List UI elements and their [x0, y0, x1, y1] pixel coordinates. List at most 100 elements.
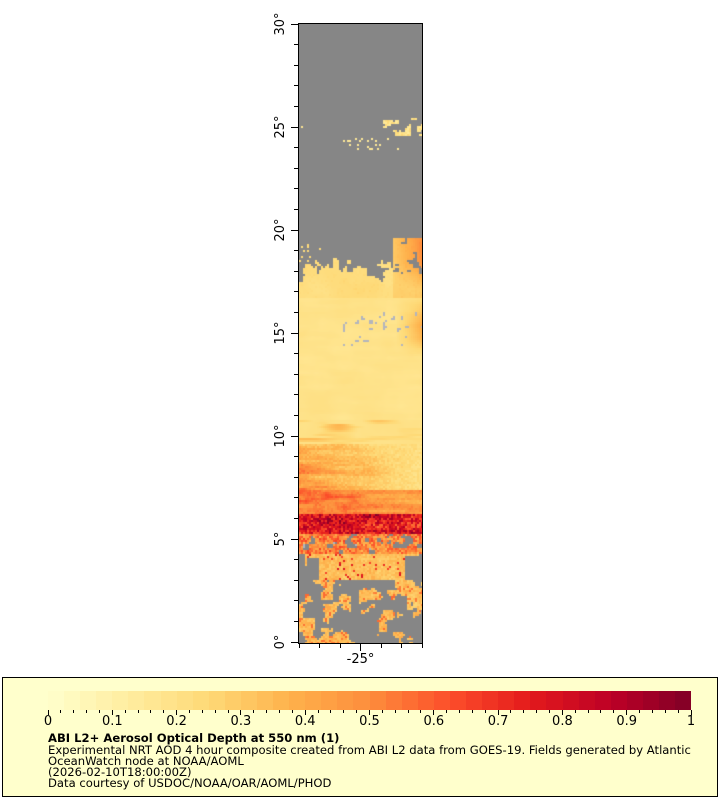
y-axis-major-tick: [291, 332, 298, 334]
y-axis-minor-tick: [294, 85, 298, 87]
colorbar-segment: [80, 691, 97, 710]
colorbar-segment: [417, 691, 434, 710]
colorbar-segment: [546, 691, 563, 710]
colorbar-minor-tick: [60, 710, 62, 713]
colorbar-segment: [466, 691, 483, 710]
colorbar-minor-tick: [523, 710, 525, 713]
colorbar-minor-tick: [664, 710, 666, 713]
colorbar-segment: [128, 691, 145, 710]
colorbar-segment: [449, 691, 467, 710]
colorbar-major-tick: [497, 710, 499, 715]
colorbar-minor-tick: [214, 710, 216, 713]
colorbar-segment: [353, 691, 370, 710]
colorbar-minor-tick: [574, 710, 576, 713]
colorbar-segment: [401, 691, 418, 710]
colorbar-minor-tick: [651, 710, 653, 713]
y-axis-minor-tick: [294, 394, 298, 396]
colorbar-segment: [594, 691, 611, 710]
colorbar-segment: [675, 691, 692, 710]
y-axis-tick-label: 5°: [273, 531, 288, 547]
x-axis-major-tick: [360, 644, 361, 651]
x-axis-minor-tick: [319, 644, 320, 648]
y-axis-tick-label: 30°: [273, 12, 288, 36]
colorbar-major-tick: [47, 710, 49, 715]
x-axis-minor-tick: [298, 644, 300, 648]
colorbar-minor-tick: [587, 710, 589, 713]
y-axis-minor-tick: [294, 600, 298, 602]
y-axis-minor-tick: [294, 476, 298, 478]
caption-line: Experimental NRT AOD 4 hour composite cr…: [48, 743, 691, 757]
colorbar-segment: [369, 691, 386, 710]
y-axis-major-tick: [291, 641, 298, 643]
colorbar-major-tick: [561, 710, 563, 715]
colorbar-segment: [257, 691, 274, 710]
colorbar-tick-label: 0.2: [166, 714, 187, 729]
colorbar-major-tick: [626, 710, 628, 715]
aod-raster-canvas: [299, 24, 422, 643]
y-axis-minor-tick: [294, 147, 298, 149]
colorbar-segment: [610, 691, 627, 710]
y-axis-minor-tick: [294, 456, 298, 458]
y-axis-minor-tick: [294, 270, 298, 272]
colorbar-tick-label: 0.8: [552, 714, 573, 729]
colorbar-segment: [208, 691, 225, 710]
caption-block: ABI L2+ Aerosol Optical Depth at 550 nm …: [48, 731, 709, 789]
caption-line: (2026-02-10T18:00:00Z): [48, 764, 192, 779]
colorbar-minor-tick: [124, 710, 126, 713]
colorbar-minor-tick: [459, 710, 461, 713]
colorbar-segment: [530, 691, 547, 710]
colorbar-minor-tick: [188, 710, 190, 713]
colorbar-minor-tick: [150, 710, 152, 713]
colorbar-minor-tick: [536, 710, 538, 713]
x-axis-tick-label: -25°: [346, 652, 375, 667]
colorbar-segment: [337, 691, 354, 710]
colorbar-segment: [64, 691, 81, 710]
y-axis-tick-label: 0°: [273, 634, 288, 650]
colorbar-minor-tick: [677, 710, 679, 713]
colorbar-tick-label: 0.6: [423, 714, 445, 729]
colorbar-minor-tick: [484, 710, 486, 713]
colorbar-minor-tick: [73, 710, 75, 713]
colorbar-minor-tick: [613, 710, 615, 713]
y-axis-major-tick: [291, 23, 298, 25]
colorbar-segment: [176, 691, 193, 710]
colorbar-segment: [562, 691, 579, 710]
y-axis-minor-tick: [294, 188, 298, 190]
y-axis-tick-label: 25°: [273, 115, 288, 139]
caption-lines: Experimental NRT AOD 4 hour composite cr…: [48, 743, 709, 790]
colorbar-major-tick: [176, 710, 178, 715]
y-axis-minor-tick: [294, 250, 298, 252]
colorbar-segment: [112, 691, 129, 710]
y-axis-major-tick: [291, 126, 298, 128]
x-axis-minor-tick: [421, 644, 423, 648]
colorbar-segment: [48, 691, 65, 710]
colorbar-minor-tick: [291, 710, 293, 713]
colorbar-minor-tick: [394, 710, 396, 713]
y-axis-minor-tick: [294, 64, 298, 66]
colorbar-segment: [305, 691, 322, 710]
y-axis-minor-tick: [294, 208, 298, 210]
y-axis-minor-tick: [294, 620, 298, 622]
y-axis-tick-label: 20°: [273, 218, 288, 242]
colorbar-segment: [240, 691, 258, 710]
colorbar-minor-tick: [343, 710, 345, 713]
colorbar-major-tick: [690, 710, 692, 715]
colorbar-segment: [321, 691, 338, 710]
colorbar-segment: [160, 691, 177, 710]
colorbar-tick-label: 0.5: [359, 714, 380, 729]
colorbar-minor-tick: [86, 710, 88, 713]
colorbar-minor-tick: [317, 710, 319, 713]
colorbar-major-tick: [240, 710, 242, 715]
colorbar-segment: [578, 691, 595, 710]
caption-title: ABI L2+ Aerosol Optical Depth at 550 nm …: [48, 731, 340, 745]
colorbar-major-tick: [369, 710, 370, 715]
colorbar-minor-tick: [510, 710, 512, 713]
y-axis-minor-tick: [294, 517, 298, 519]
colorbar-minor-tick: [446, 710, 448, 713]
colorbar-segment: [192, 691, 209, 710]
y-axis-minor-tick: [294, 559, 298, 561]
caption-line: Data courtesy of USDOC/NOAA/OAR/AOML/PHO…: [48, 775, 332, 790]
colorbar-minor-tick: [278, 710, 280, 713]
colorbar-tick-label: 0.1: [101, 714, 123, 729]
